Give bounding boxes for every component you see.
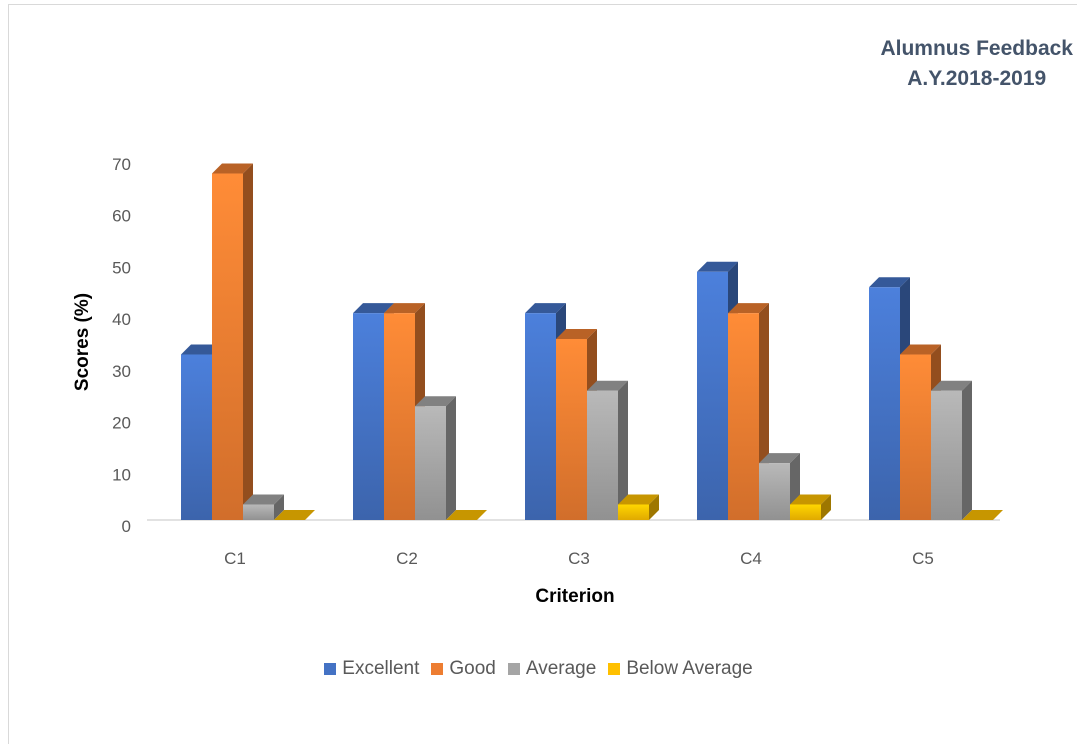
y-axis-title: Scores (%) [72,293,93,391]
bar-top-face [446,510,487,520]
y-tick-label: 50 [112,258,131,277]
bar-front-face [618,504,649,520]
bar-top-face [728,303,769,314]
y-tick-label: 20 [112,414,131,433]
y-tick-label: 40 [112,310,131,329]
bar-top-face [415,396,456,407]
bar-side-face [618,380,628,520]
bar-top-face [931,380,972,391]
y-tick-label: 0 [122,517,131,536]
legend-item: Excellent [324,658,419,680]
x-tick-label: C2 [396,549,418,568]
bar-c2-average [415,396,456,520]
bar-side-face [962,380,972,520]
bar-top-face [697,261,738,272]
legend-swatch [324,663,337,675]
y-tick-label: 70 [112,155,131,174]
bar-front-face [759,463,790,520]
bar-c5-average [931,380,972,520]
x-axis-title: Criterion [535,586,614,607]
legend-swatch [507,663,520,675]
chart-title-line-1: Alumnus Feedback [880,37,1073,60]
bar-top-face [243,494,284,505]
bar-side-face [274,494,284,520]
bar-front-face [900,354,931,520]
bar-front-face [212,173,243,520]
bar-top-face [790,494,831,505]
legend: Excellent Good Average Below Average [0,658,1077,681]
legend-label: Excellent [342,658,420,679]
bar-side-face [821,494,831,520]
bar-top-face [181,344,222,355]
chart-title-line-2: A.Y.2018-2019 [907,67,1047,90]
bar-c1-excellent [181,344,222,520]
y-tick-label: 30 [112,362,131,381]
legend-label: Below Average [626,658,753,679]
bar-top-face [900,344,941,355]
x-tick-label: C1 [224,549,246,568]
bar-front-face [697,271,728,520]
bar-top-face [618,494,659,505]
bar-c2-below-average [446,510,487,520]
legend-label: Good [449,658,496,679]
bar-top-face [353,303,394,314]
bar-top-face [212,163,253,174]
legend-label: Average [525,658,597,679]
bar-top-face [274,510,315,520]
x-tick-label: C3 [568,549,590,568]
bar-front-face [384,313,415,520]
chart-frame [8,4,1077,744]
bar-front-face [587,390,618,520]
bar-front-face [243,504,274,520]
bar-c3-below-average [618,494,659,520]
bar-top-face [759,453,800,464]
x-tick-label: C4 [740,549,762,568]
y-axis-ticks: 0 10 20 30 40 50 60 70 [112,155,131,536]
bar-chart: 0 10 20 30 40 50 60 70 C1 C2 C3 C4 C5 Scores (%) Cr… [72,155,1003,607]
bar-front-face [415,406,446,520]
legend-item: Average [507,658,597,680]
bar-c4-below-average [790,494,831,520]
legend-swatch [608,663,621,675]
bar-side-face [243,163,253,520]
bars [181,163,1003,520]
bar-front-face [181,354,212,520]
bar-c5-below-average [962,510,1003,520]
bar-c3-average [587,380,628,520]
bar-side-face [446,396,456,520]
x-axis-ticks: C1 C2 C3 C4 C5 [224,549,934,568]
legend-item: Good [431,658,496,680]
bar-front-face [728,313,759,520]
bar-top-face [525,303,566,314]
y-tick-label: 10 [112,465,131,484]
bar-front-face [931,390,962,520]
bar-c1-below-average [274,510,315,520]
bar-top-face [556,329,597,339]
bar-top-face [587,380,628,391]
x-tick-label: C5 [912,549,934,568]
bar-front-face [869,287,900,520]
bar-front-face [353,313,384,520]
bar-side-face [649,494,659,520]
bar-c1-good [212,163,253,520]
bar-c1-average [243,494,284,520]
bar-top-face [869,277,910,288]
bar-front-face [525,313,556,520]
chart-title: Alumnus Feedback A.Y.2018-2019 [880,34,1073,94]
bar-top-face [962,510,1003,520]
bar-front-face [790,504,821,520]
y-tick-label: 60 [112,207,131,226]
bar-top-face [384,303,425,314]
bar-front-face [556,339,587,520]
legend-swatch [431,663,444,675]
legend-item: Below Average [608,658,753,680]
